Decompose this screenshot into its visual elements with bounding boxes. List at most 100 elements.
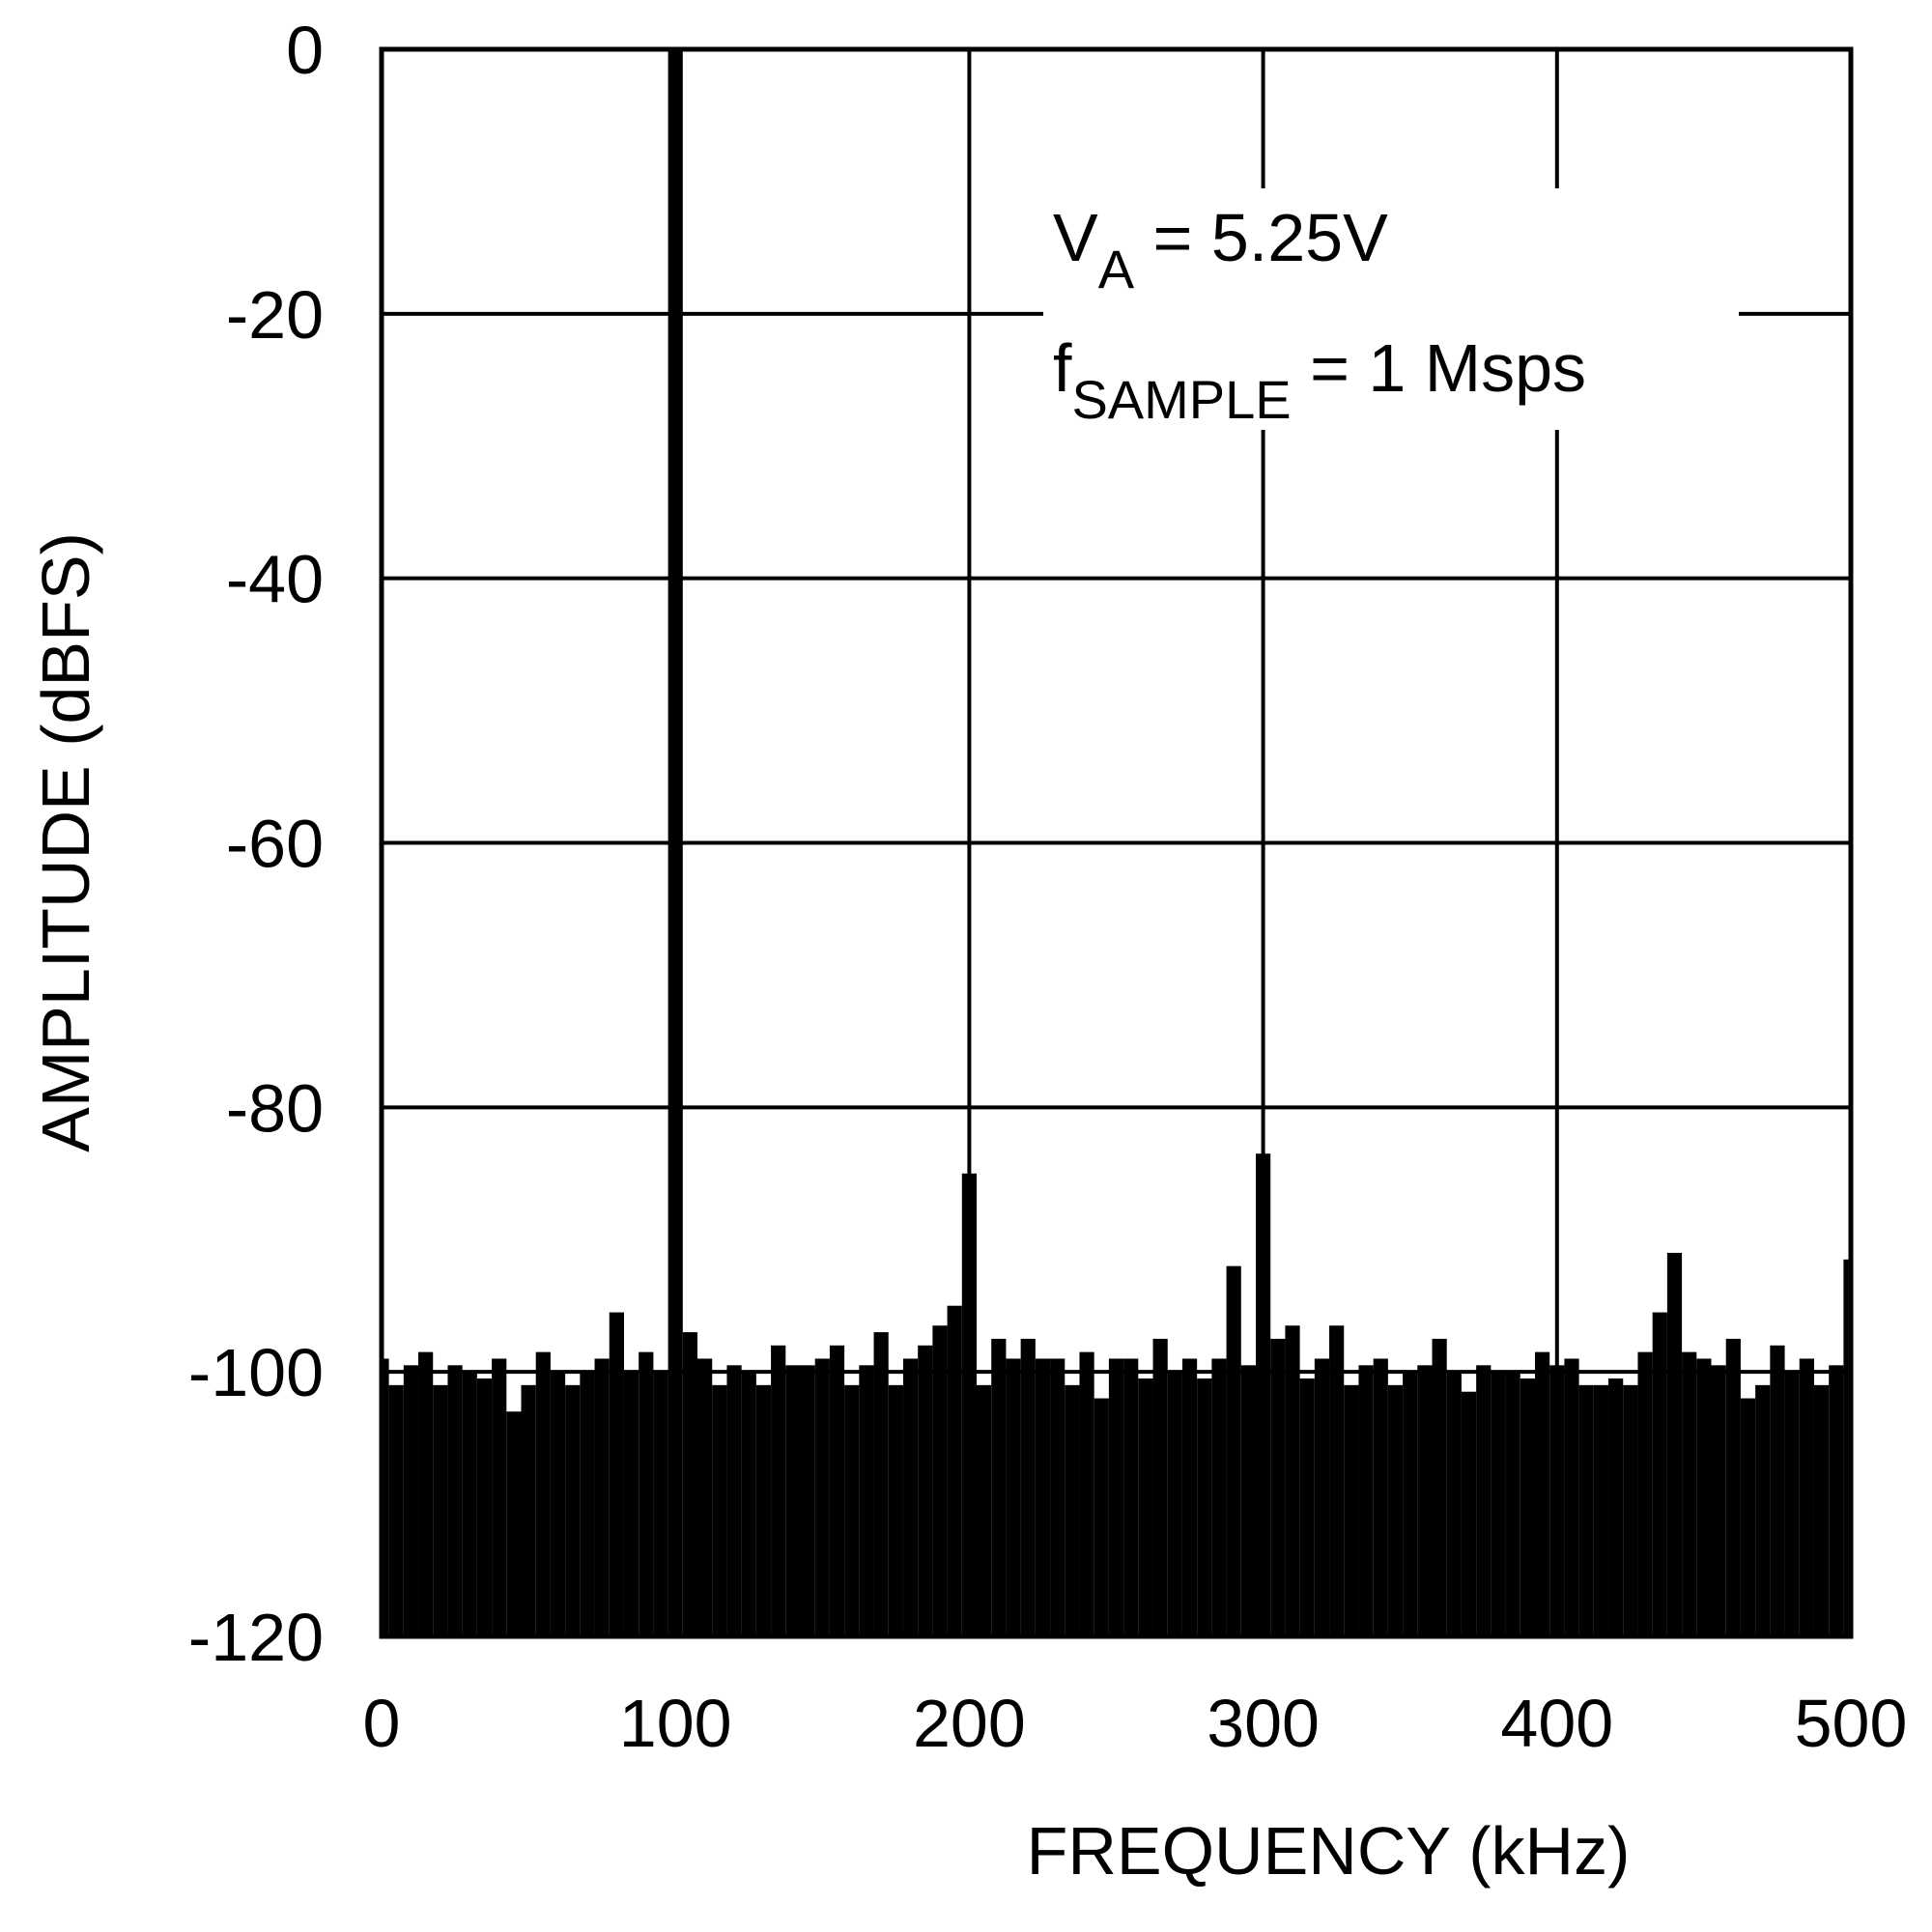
spectrum-bar bbox=[1549, 1365, 1565, 1636]
spectrum-bar bbox=[653, 1372, 668, 1636]
y-axis-label: AMPLITUDE (dBFS) bbox=[28, 532, 103, 1152]
plot-border bbox=[379, 46, 1854, 1639]
spectrum-bar bbox=[1123, 1358, 1139, 1636]
spectrum-bar bbox=[565, 1384, 581, 1636]
x-tick-label: 100 bbox=[619, 1686, 732, 1761]
spectrum-bar bbox=[1197, 1378, 1212, 1636]
spectrum-bar bbox=[1050, 1358, 1065, 1636]
x-tick-label: 500 bbox=[1795, 1686, 1908, 1761]
spectrum-bar bbox=[506, 1411, 522, 1636]
spectrum-bar bbox=[447, 1365, 463, 1636]
spectrum-bar bbox=[623, 1372, 639, 1636]
spectrum-bar bbox=[1285, 1325, 1300, 1636]
y-tick-label: 0 bbox=[286, 13, 324, 88]
spectrum-bar bbox=[1652, 1312, 1667, 1636]
spectrum-bar bbox=[1725, 1338, 1741, 1636]
spectrum-bar bbox=[1564, 1358, 1579, 1636]
spectrum-bar bbox=[1035, 1358, 1051, 1636]
spectrum-bar bbox=[1152, 1338, 1168, 1636]
annotation: VA = 5.25V bbox=[1053, 200, 1388, 299]
annotation-part: = 1 Msps bbox=[1292, 330, 1586, 406]
spectrum-bar bbox=[1608, 1378, 1624, 1636]
spectrum-bar bbox=[800, 1365, 815, 1636]
spectrum-bar bbox=[991, 1338, 1007, 1636]
spectrum-bar bbox=[1094, 1398, 1109, 1636]
spectrum-bar bbox=[1813, 1384, 1830, 1636]
spectrum-bar bbox=[1520, 1378, 1535, 1636]
spectrum-bar bbox=[1666, 1252, 1683, 1636]
y-tick-label: -40 bbox=[226, 542, 324, 617]
spectrum-bar bbox=[1711, 1365, 1726, 1636]
spectrum-bar bbox=[1682, 1351, 1697, 1636]
spectrum-bar bbox=[1491, 1372, 1506, 1636]
spectrum-bar bbox=[1740, 1398, 1756, 1636]
spectrum-bar bbox=[1696, 1358, 1712, 1636]
spectrum-bar bbox=[388, 1384, 404, 1636]
spectrum-bar bbox=[1240, 1365, 1256, 1636]
spectrum-bar bbox=[1299, 1378, 1315, 1636]
spectrum-bar bbox=[609, 1312, 624, 1636]
spectrum-bar bbox=[1755, 1384, 1771, 1636]
spectrum-bar bbox=[1020, 1338, 1036, 1636]
spectrum-bar bbox=[403, 1365, 419, 1636]
spectrum-bar bbox=[1534, 1351, 1550, 1636]
spectrum-bar bbox=[535, 1351, 551, 1636]
spectrum-bar bbox=[521, 1384, 536, 1636]
y-tick-label: -100 bbox=[188, 1335, 324, 1410]
spectrum-bar bbox=[1505, 1372, 1520, 1636]
spectrum-bar bbox=[1403, 1372, 1418, 1636]
spectrum-bar bbox=[418, 1351, 434, 1636]
spectrum-bar bbox=[1329, 1325, 1345, 1636]
spectrum-bar bbox=[902, 1358, 919, 1636]
y-tick-label: -60 bbox=[226, 807, 324, 882]
spectrum-bar bbox=[1799, 1358, 1814, 1636]
y-tick-label: -20 bbox=[226, 277, 324, 353]
spectrum-bar bbox=[492, 1358, 507, 1636]
spectrum-bar bbox=[1181, 1358, 1198, 1636]
spectrum-bar bbox=[1167, 1372, 1182, 1636]
spectrum-bar bbox=[1461, 1391, 1477, 1636]
spectrum-bar bbox=[476, 1378, 493, 1636]
spectrum-bar bbox=[697, 1358, 713, 1636]
annotation-part: V bbox=[1053, 200, 1098, 275]
spectrum-bar bbox=[859, 1365, 874, 1636]
spectrum-bar bbox=[755, 1384, 772, 1636]
annotation-subscript: A bbox=[1098, 239, 1135, 299]
spectrum-bar bbox=[829, 1345, 845, 1636]
spectrum-bar bbox=[1770, 1345, 1785, 1636]
x-axis-label: FREQUENCY (kHz) bbox=[1027, 1813, 1631, 1889]
spectrum-bar bbox=[382, 1358, 389, 1636]
spectrum-bar bbox=[1138, 1378, 1153, 1636]
spectrum-bar bbox=[1623, 1384, 1638, 1636]
annotation-part: f bbox=[1053, 330, 1072, 406]
spectrum-bar bbox=[1593, 1384, 1609, 1636]
spectrum-bar bbox=[594, 1358, 610, 1636]
spectrum-bar bbox=[1255, 1153, 1271, 1636]
spectrum-bar bbox=[668, 49, 683, 1636]
spectrum-bar bbox=[1432, 1338, 1447, 1636]
y-tick-label: -80 bbox=[226, 1070, 324, 1146]
x-tick-label: 0 bbox=[363, 1686, 401, 1761]
spectrum-bar bbox=[1387, 1384, 1404, 1636]
spectrum-bar bbox=[741, 1372, 756, 1636]
spectrum-bar bbox=[844, 1384, 860, 1636]
spectrum-bar bbox=[771, 1345, 786, 1636]
x-tick-label: 300 bbox=[1207, 1686, 1320, 1761]
spectrum-bar bbox=[1829, 1365, 1844, 1636]
spectrum-bar bbox=[888, 1384, 903, 1636]
spectrum-bar bbox=[785, 1365, 801, 1636]
spectrum-bar bbox=[918, 1345, 933, 1636]
annotation-part: = 5.25V bbox=[1134, 200, 1388, 275]
spectrum-bar bbox=[814, 1358, 830, 1636]
spectrum-bar bbox=[726, 1365, 742, 1636]
spectrum-bar bbox=[947, 1305, 962, 1636]
spectrum-bar bbox=[1211, 1358, 1227, 1636]
spectrum-bar bbox=[712, 1384, 727, 1636]
spectrum-bar bbox=[580, 1372, 595, 1636]
x-tick-label: 200 bbox=[913, 1686, 1026, 1761]
annotation-subscript: SAMPLE bbox=[1071, 369, 1291, 430]
spectrum-bar bbox=[1476, 1365, 1492, 1636]
spectrum-bar bbox=[873, 1332, 889, 1636]
spectrum-bar bbox=[1446, 1372, 1462, 1636]
